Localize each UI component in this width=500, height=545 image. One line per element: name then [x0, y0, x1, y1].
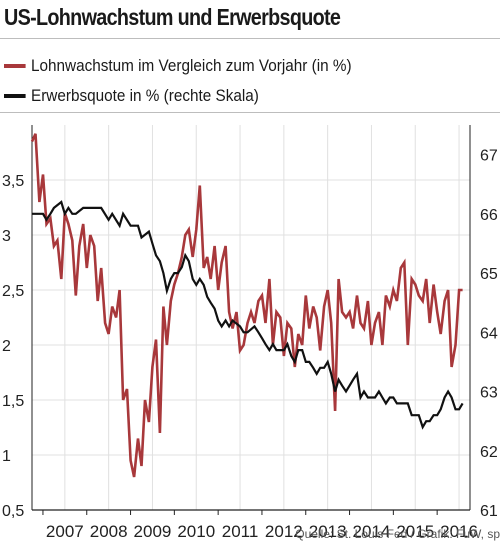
x-tick-label: 2009 — [134, 522, 172, 541]
x-tick-label: 2012 — [265, 522, 303, 541]
y-right-tick-label: 63 — [480, 385, 498, 402]
chart-title: US-Lohnwachstum und Erwerbsquote — [4, 4, 341, 30]
x-tick-label: 2015 — [396, 522, 434, 541]
legend-swatch-wage — [4, 64, 26, 68]
legend-item-participation: Erwerbsquote in % (rechte Skala) — [4, 86, 259, 106]
title-divider — [0, 38, 500, 39]
legend-divider — [0, 112, 500, 113]
legend-item-wage: Lohnwachstum im Vergleich zum Vorjahr (i… — [4, 56, 352, 76]
y-right-tick-label: 67 — [480, 148, 498, 165]
y-right-tick-label: 62 — [480, 444, 498, 461]
y-left-tick-label: 3 — [2, 228, 11, 245]
series-line-wage — [30, 133, 463, 478]
y-left-tick-label: 1,5 — [2, 393, 24, 410]
source-note: Quelle: St. Louis Fed / Grafik: FuW, sp — [295, 527, 500, 541]
x-tick-label: 2010 — [177, 522, 215, 541]
series-line-participation — [32, 200, 464, 430]
legend-label-wage: Lohnwachstum im Vergleich zum Vorjahr (i… — [31, 56, 352, 75]
x-tick-label: 2013 — [309, 522, 347, 541]
y-right-tick-label: 64 — [480, 325, 498, 342]
x-tick-label: 2008 — [90, 522, 128, 541]
legend-swatch-participation — [4, 94, 26, 98]
y-right-tick-label: 66 — [480, 207, 498, 224]
y-left-tick-label: 2 — [2, 338, 11, 355]
y-left-tick-label: 0,5 — [2, 503, 24, 520]
x-tick-label: 2014 — [353, 522, 391, 541]
legend-label-participation: Erwerbsquote in % (rechte Skala) — [31, 86, 259, 105]
x-tick-label: 2007 — [46, 522, 84, 541]
x-tick-label: 2011 — [222, 522, 259, 541]
y-right-tick-label: 65 — [480, 266, 498, 283]
x-tick-label: 2016 — [440, 522, 478, 541]
y-left-tick-label: 3,5 — [2, 173, 24, 190]
y-left-tick-label: 2,5 — [2, 283, 24, 300]
y-right-tick-label: 61 — [480, 503, 498, 520]
y-left-tick-label: 1 — [2, 448, 11, 465]
